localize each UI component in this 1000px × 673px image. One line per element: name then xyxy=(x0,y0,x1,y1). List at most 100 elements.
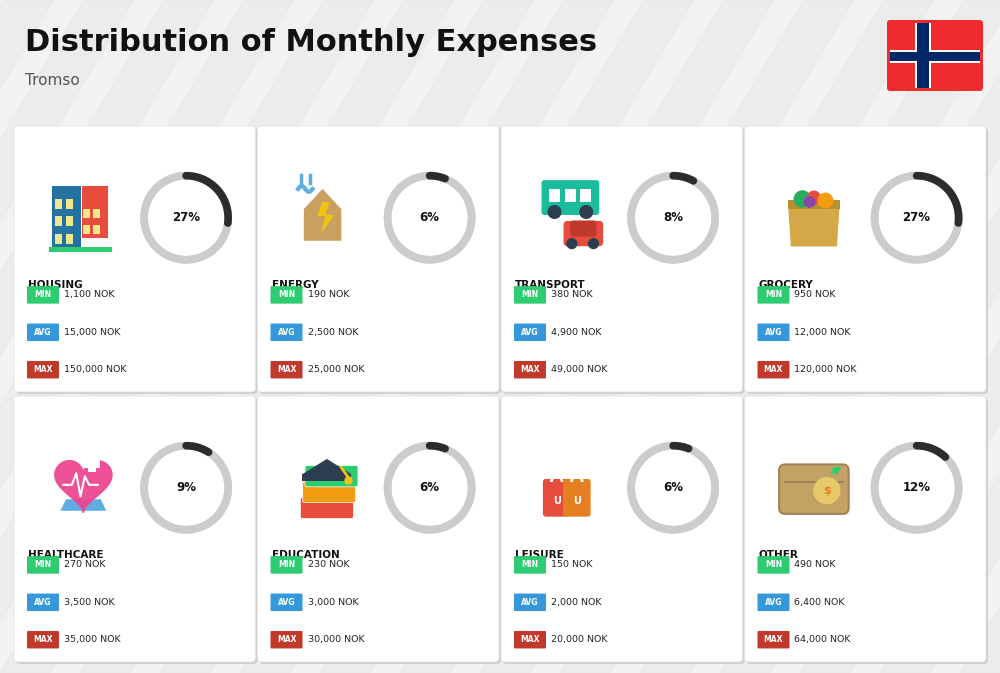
FancyBboxPatch shape xyxy=(27,324,59,341)
Circle shape xyxy=(808,191,820,204)
Text: 3,000 NOK: 3,000 NOK xyxy=(308,598,358,607)
Circle shape xyxy=(390,178,469,257)
Circle shape xyxy=(345,477,352,484)
FancyBboxPatch shape xyxy=(779,464,849,514)
FancyBboxPatch shape xyxy=(27,286,59,304)
Text: GROCERY: GROCERY xyxy=(758,280,813,289)
FancyBboxPatch shape xyxy=(758,556,790,573)
FancyBboxPatch shape xyxy=(302,474,351,481)
FancyBboxPatch shape xyxy=(564,221,603,246)
FancyBboxPatch shape xyxy=(27,556,59,573)
Text: MAX: MAX xyxy=(764,365,783,374)
Text: MIN: MIN xyxy=(34,561,52,569)
Text: 64,000 NOK: 64,000 NOK xyxy=(794,635,851,644)
FancyBboxPatch shape xyxy=(271,361,303,378)
FancyBboxPatch shape xyxy=(890,50,980,63)
FancyBboxPatch shape xyxy=(55,234,62,244)
FancyBboxPatch shape xyxy=(27,631,59,649)
Polygon shape xyxy=(304,189,341,241)
Text: 230 NOK: 230 NOK xyxy=(308,561,349,569)
Text: U: U xyxy=(573,496,581,506)
FancyBboxPatch shape xyxy=(55,199,62,209)
Text: ENERGY: ENERGY xyxy=(272,280,318,289)
Text: U: U xyxy=(553,496,561,506)
FancyBboxPatch shape xyxy=(271,286,303,304)
Text: 270 NOK: 270 NOK xyxy=(64,561,106,569)
FancyBboxPatch shape xyxy=(88,456,96,472)
Polygon shape xyxy=(60,499,106,511)
Text: HOUSING: HOUSING xyxy=(28,280,83,289)
Text: AVG: AVG xyxy=(278,328,295,336)
FancyBboxPatch shape xyxy=(744,396,986,662)
FancyBboxPatch shape xyxy=(82,186,108,238)
Text: MIN: MIN xyxy=(34,290,52,299)
Circle shape xyxy=(147,448,226,527)
Text: 8%: 8% xyxy=(663,211,683,224)
FancyBboxPatch shape xyxy=(271,594,303,611)
FancyBboxPatch shape xyxy=(83,209,90,218)
Polygon shape xyxy=(302,459,351,474)
FancyBboxPatch shape xyxy=(514,286,546,304)
Polygon shape xyxy=(788,203,840,246)
Circle shape xyxy=(548,206,561,218)
Circle shape xyxy=(634,448,713,527)
FancyBboxPatch shape xyxy=(758,594,790,611)
Text: 12,000 NOK: 12,000 NOK xyxy=(794,328,851,336)
FancyBboxPatch shape xyxy=(514,594,546,611)
Text: OTHER: OTHER xyxy=(758,550,798,560)
Text: MIN: MIN xyxy=(278,290,295,299)
Text: 1,100 NOK: 1,100 NOK xyxy=(64,290,114,299)
FancyBboxPatch shape xyxy=(260,128,501,394)
FancyBboxPatch shape xyxy=(503,398,744,664)
FancyBboxPatch shape xyxy=(14,126,256,392)
FancyBboxPatch shape xyxy=(66,216,73,226)
Text: AVG: AVG xyxy=(34,598,52,607)
Text: MAX: MAX xyxy=(520,635,540,644)
Text: AVG: AVG xyxy=(765,598,782,607)
Text: MIN: MIN xyxy=(521,561,539,569)
FancyBboxPatch shape xyxy=(565,189,576,202)
FancyBboxPatch shape xyxy=(580,189,591,202)
Text: AVG: AVG xyxy=(34,328,52,336)
FancyBboxPatch shape xyxy=(27,594,59,611)
Text: LEISURE: LEISURE xyxy=(515,550,564,560)
FancyBboxPatch shape xyxy=(514,361,546,378)
FancyBboxPatch shape xyxy=(501,396,742,662)
Text: 150,000 NOK: 150,000 NOK xyxy=(64,365,126,374)
Text: 490 NOK: 490 NOK xyxy=(794,561,836,569)
FancyBboxPatch shape xyxy=(258,126,499,392)
Circle shape xyxy=(877,178,956,257)
FancyBboxPatch shape xyxy=(303,481,356,503)
FancyBboxPatch shape xyxy=(271,324,303,341)
Text: 950 NOK: 950 NOK xyxy=(794,290,836,299)
FancyBboxPatch shape xyxy=(746,128,988,394)
Text: 380 NOK: 380 NOK xyxy=(551,290,593,299)
Text: 6%: 6% xyxy=(663,481,683,494)
FancyBboxPatch shape xyxy=(563,479,591,517)
Text: 15,000 NOK: 15,000 NOK xyxy=(64,328,120,336)
Text: AVG: AVG xyxy=(521,598,539,607)
Text: 2,000 NOK: 2,000 NOK xyxy=(551,598,602,607)
FancyBboxPatch shape xyxy=(66,234,73,244)
FancyBboxPatch shape xyxy=(890,52,980,61)
Text: MAX: MAX xyxy=(33,365,53,374)
FancyBboxPatch shape xyxy=(788,201,840,209)
FancyBboxPatch shape xyxy=(271,631,303,649)
Text: 25,000 NOK: 25,000 NOK xyxy=(308,365,364,374)
Text: MIN: MIN xyxy=(765,290,782,299)
Circle shape xyxy=(877,448,956,527)
FancyBboxPatch shape xyxy=(260,398,501,664)
FancyBboxPatch shape xyxy=(16,398,258,664)
FancyBboxPatch shape xyxy=(570,221,596,237)
Text: 4,900 NOK: 4,900 NOK xyxy=(551,328,602,336)
Text: 6%: 6% xyxy=(420,481,440,494)
Circle shape xyxy=(567,239,577,248)
Circle shape xyxy=(580,206,593,218)
Circle shape xyxy=(794,191,810,207)
Circle shape xyxy=(147,178,226,257)
Text: 6%: 6% xyxy=(420,211,440,224)
FancyBboxPatch shape xyxy=(16,128,258,394)
Circle shape xyxy=(589,239,598,248)
Circle shape xyxy=(804,197,815,207)
FancyBboxPatch shape xyxy=(271,556,303,573)
